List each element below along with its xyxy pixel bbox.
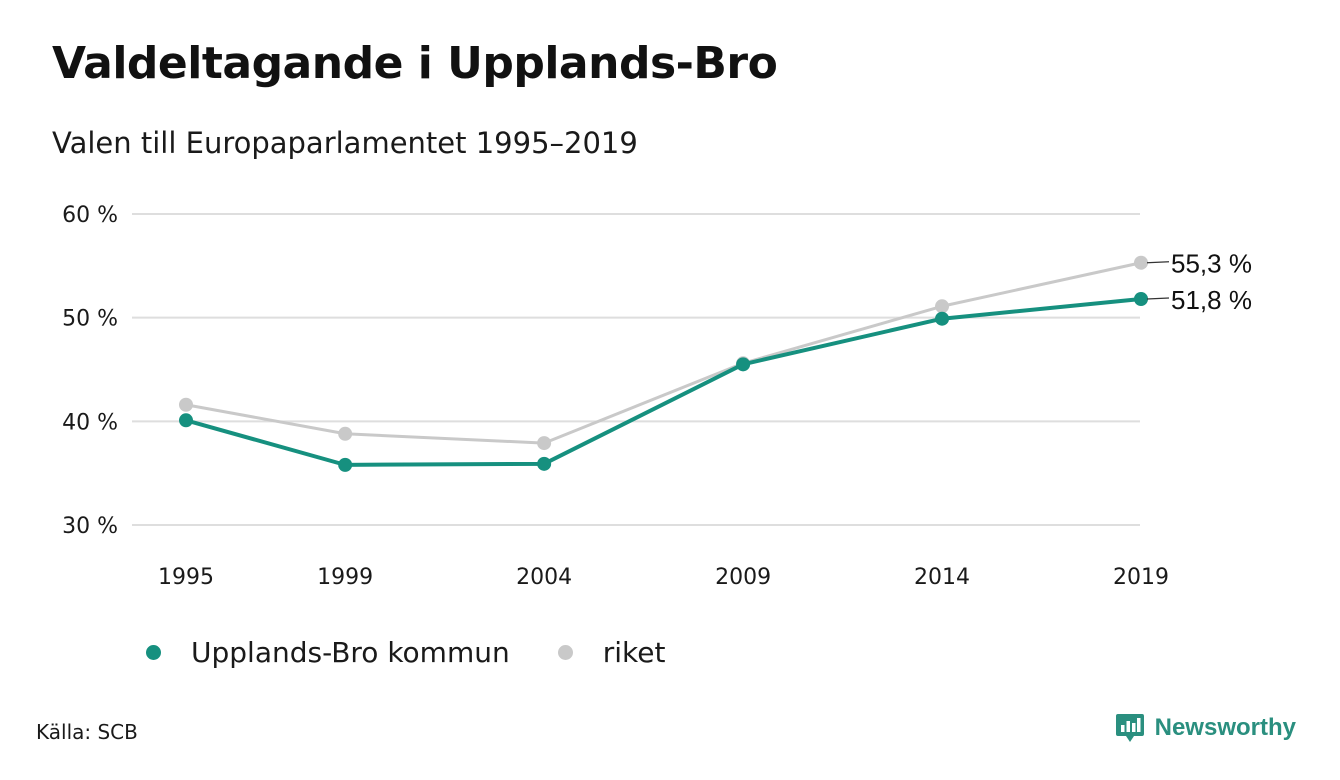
series-line-riket	[184, 261, 1143, 445]
x-tick-label-1995: 1995	[158, 565, 214, 590]
x-tick-label-2019: 2019	[1113, 565, 1169, 590]
legend-dot-riket	[557, 645, 573, 660]
brand-logo: Newsworthy	[1115, 712, 1296, 744]
x-tick-label-1999: 1999	[317, 565, 373, 590]
y-tick-label-50: 50 %	[62, 307, 118, 332]
y-tick-label-40: 40 %	[62, 410, 118, 435]
data-point-riket-2019	[1134, 255, 1148, 270]
end-label-kommun: 51,8 %	[1171, 285, 1252, 315]
y-tick-label-30: 30 %	[62, 514, 118, 539]
legend-dot-kommun	[146, 645, 161, 660]
x-tick-label-2014: 2014	[914, 565, 970, 590]
data-point-riket-1999	[338, 426, 353, 441]
y-tick-label-60: 60 %	[62, 203, 118, 228]
brand-name: Newsworthy	[1154, 714, 1296, 741]
data-point-kommun-1995	[179, 413, 193, 428]
data-point-riket-2004	[537, 436, 552, 451]
data-point-riket-2014	[935, 299, 950, 314]
chart-title: Valdeltagande i Upplands-Bro	[52, 38, 778, 89]
end-label-leader-kommun	[1146, 297, 1170, 300]
source-note: Källa: SCB	[36, 720, 138, 744]
end-label-leader-riket	[1146, 261, 1170, 264]
chart-subtitle: Valen till Europaparlamentet 1995–2019	[52, 126, 638, 160]
end-labels: 55,3 % 51,8 %	[1146, 249, 1252, 315]
grid-lines	[132, 213, 1140, 526]
data-point-kommun-2014	[935, 311, 950, 326]
series-line-kommun	[184, 297, 1143, 467]
data-point-kommun-2009	[736, 357, 751, 372]
y-axis-ticks: 30 % 40 % 50 % 60 %	[62, 203, 118, 539]
data-point-kommun-2019	[1134, 292, 1148, 307]
legend-item-riket: riket	[557, 636, 666, 669]
newsworthy-logo-icon	[1115, 714, 1144, 742]
x-tick-label-2004: 2004	[516, 565, 572, 590]
legend-item-kommun: Upplands-Bro kommun	[146, 636, 510, 669]
x-axis-ticks: 1995 1999 2004 2009 2014 2019	[158, 565, 1169, 590]
end-label-riket: 55,3 %	[1171, 249, 1252, 279]
legend-label-kommun: Upplands-Bro kommun	[191, 636, 510, 669]
x-tick-label-2009: 2009	[715, 565, 771, 590]
data-point-kommun-1999	[338, 457, 353, 472]
data-point-kommun-2004	[537, 456, 552, 471]
chart-legend: Upplands-Bro kommun riket	[146, 636, 713, 669]
data-point-riket-1995	[179, 397, 193, 412]
legend-label-riket: riket	[602, 636, 666, 669]
series-lines	[179, 255, 1148, 472]
